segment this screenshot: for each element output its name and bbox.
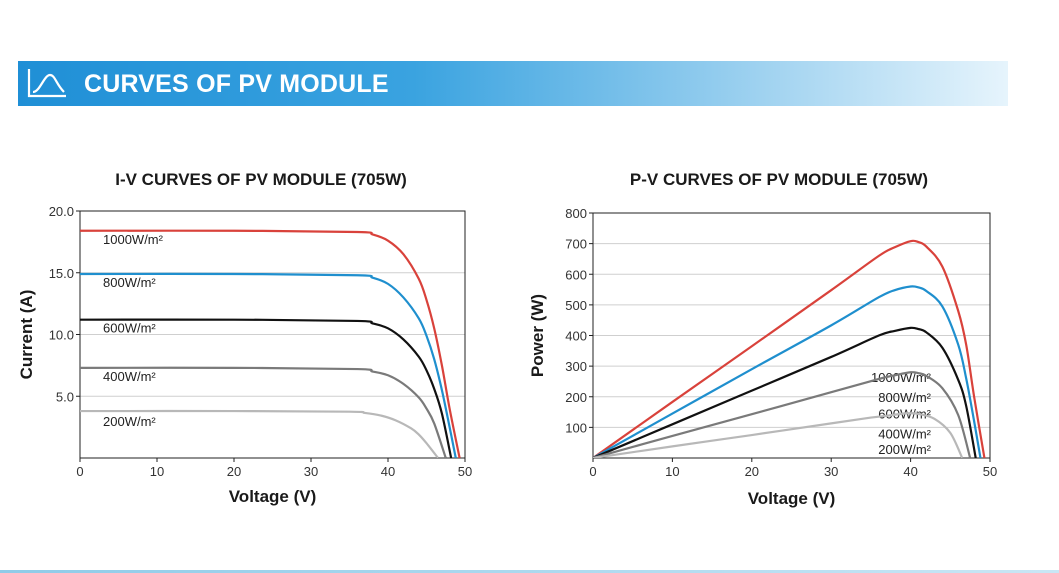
iv-x-tick-label: 20: [227, 464, 241, 479]
bottom-divider: [0, 570, 1059, 573]
iv-series-label: 200W/m²: [103, 414, 156, 429]
pv-y-tick-label: 800: [565, 206, 587, 221]
pv-x-tick-label: 30: [824, 464, 838, 479]
pv-y-tick-label: 200: [565, 390, 587, 405]
pv-x-axis-label: Voltage (V): [748, 489, 836, 508]
pv-chart-title: P-V CURVES OF PV MODULE (705W): [630, 170, 928, 189]
iv-y-tick-label: 5.0: [56, 389, 74, 404]
pv-y-tick-label: 400: [565, 329, 587, 344]
pv-series-line-3: [593, 371, 972, 458]
pv-y-tick-label: 600: [565, 267, 587, 282]
pv-y-tick-label: 100: [565, 420, 587, 435]
iv-x-tick-label: 10: [150, 464, 164, 479]
iv-series-label: 600W/m²: [103, 321, 156, 336]
pv-series-label: 400W/m²: [878, 427, 931, 442]
pv-x-tick-label: 0: [589, 464, 596, 479]
iv-x-tick-label: 50: [458, 464, 472, 479]
iv-x-tick-label: 40: [381, 464, 395, 479]
iv-x-axis-label: Voltage (V): [229, 487, 317, 506]
pv-x-tick-label: 20: [745, 464, 759, 479]
iv-series-line-2: [80, 318, 453, 458]
iv-x-tick-label: 30: [304, 464, 318, 479]
curve-chart-icon: [27, 69, 66, 98]
pv-series-line-1: [593, 285, 982, 458]
iv-y-tick-label: 15.0: [49, 266, 74, 281]
pv-y-tick-label: 500: [565, 298, 587, 313]
iv-series-label: 800W/m²: [103, 275, 156, 290]
pv-series-line-2: [593, 326, 977, 458]
iv-series-line-1: [80, 272, 457, 458]
pv-y-axis-label: Power (W): [528, 294, 547, 377]
pv-y-tick-label: 300: [565, 359, 587, 374]
iv-series-label: 400W/m²: [103, 369, 156, 384]
header-banner: CURVES OF PV MODULE: [18, 61, 1008, 106]
iv-y-tick-label: 20.0: [49, 204, 74, 219]
pv-x-tick-label: 10: [665, 464, 679, 479]
iv-series-line-3: [80, 366, 447, 458]
iv-series-line-4: [80, 409, 439, 458]
iv-series-line-0: [80, 229, 461, 458]
pv-x-tick-label: 50: [983, 464, 997, 479]
pv-series-line-0: [593, 239, 986, 458]
pv-series-label: 1000W/m²: [871, 370, 932, 385]
iv-y-tick-label: 10.0: [49, 328, 74, 343]
iv-series-label: 1000W/m²: [103, 232, 164, 247]
pv-x-tick-label: 40: [903, 464, 917, 479]
pv-y-tick-label: 700: [565, 237, 587, 252]
pv-series-label: 800W/m²: [878, 390, 931, 405]
page-title: CURVES OF PV MODULE: [84, 70, 389, 98]
iv-chart-title: I-V CURVES OF PV MODULE (705W): [115, 170, 407, 189]
pv-series-line-4: [593, 412, 964, 458]
pv-series-label: 200W/m²: [878, 442, 931, 457]
iv-x-tick-label: 0: [76, 464, 83, 479]
iv-y-axis-label: Current (A): [17, 290, 36, 380]
